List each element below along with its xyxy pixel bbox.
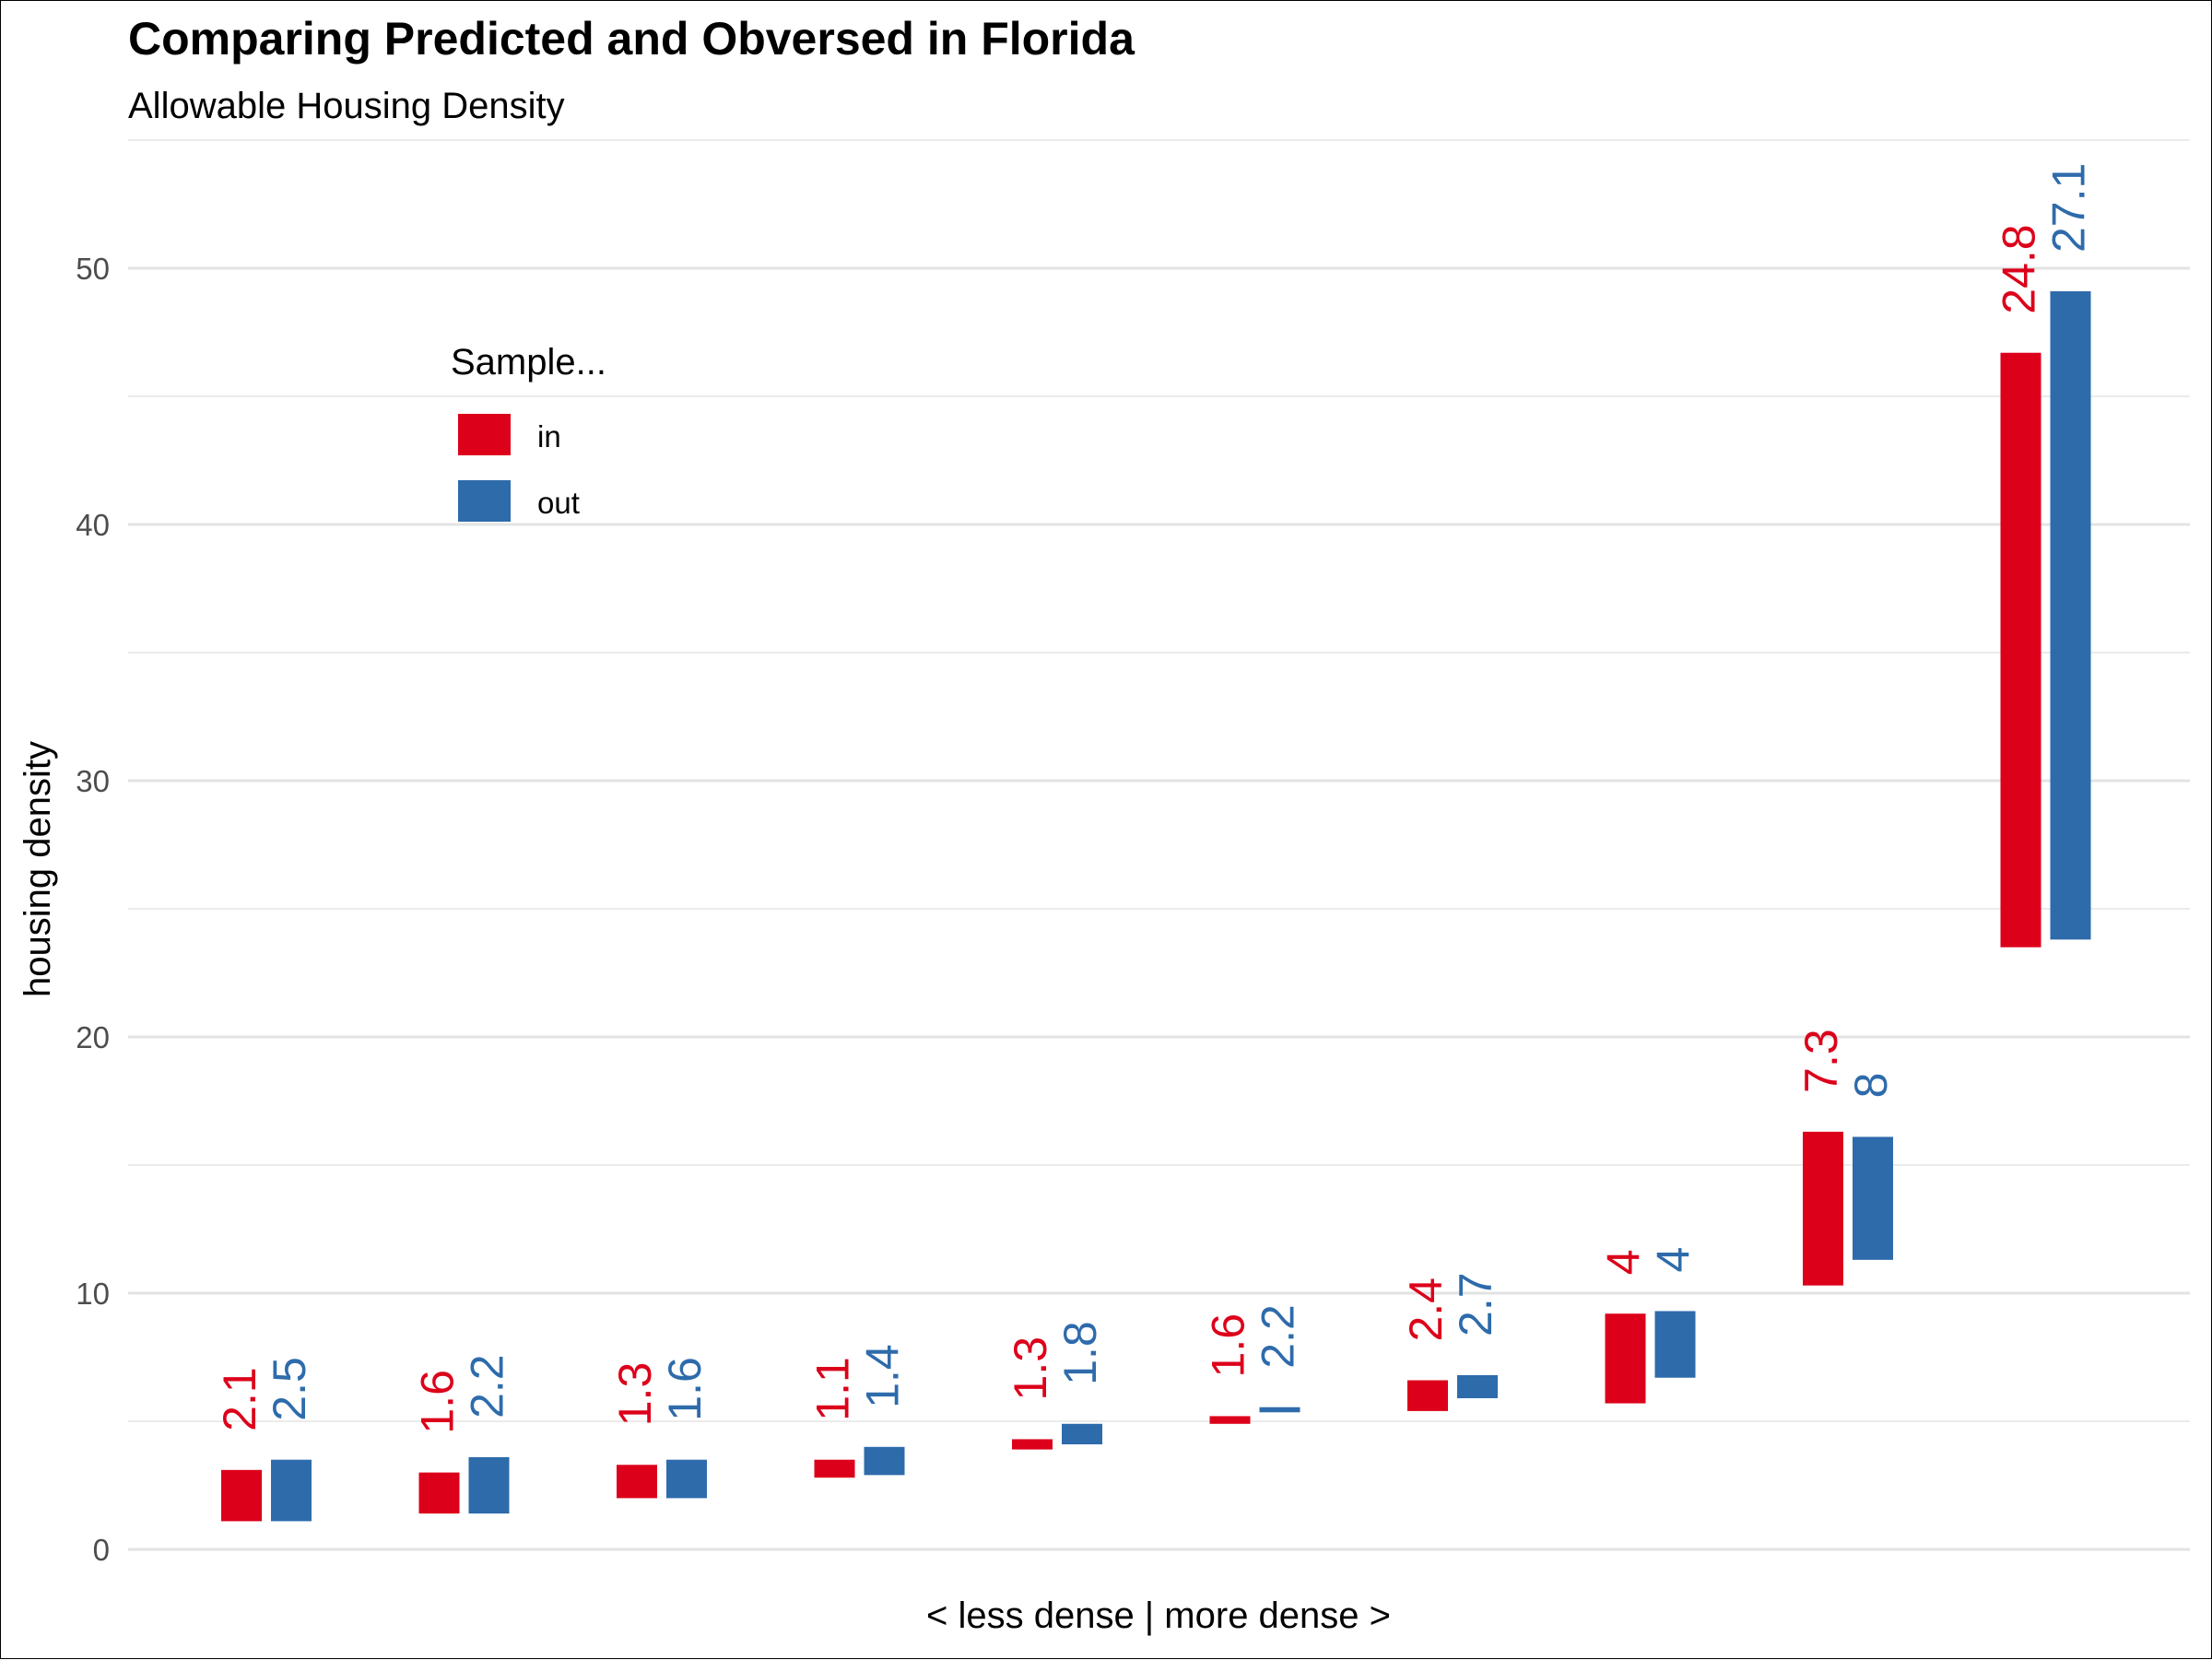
- data-label-in-9: 7.3: [1795, 1029, 1847, 1093]
- data-label-out-7: 2.7: [1450, 1272, 1501, 1336]
- bar-out-7: [1457, 1374, 1498, 1398]
- bar-out-10: [2050, 291, 2091, 940]
- y-tick-label: 0: [93, 1533, 110, 1567]
- bar-out-5: [1062, 1423, 1102, 1445]
- y-tick-label: 20: [76, 1020, 110, 1054]
- data-label-in-1: 2.1: [214, 1367, 265, 1431]
- bars: [221, 291, 2091, 1522]
- data-label-out-1: 2.5: [264, 1357, 315, 1421]
- data-label-out-3: 1.6: [659, 1357, 711, 1421]
- bar-out-9: [1853, 1136, 1893, 1260]
- bar-in-10: [2000, 352, 2041, 948]
- y-tick-label: 30: [76, 764, 110, 798]
- bar-out-4: [864, 1446, 905, 1476]
- data-label-in-10: 24.8: [1994, 224, 2045, 313]
- bar-out-6: [1259, 1407, 1300, 1413]
- y-tick-label: 50: [76, 252, 110, 286]
- data-label-out-6: 2.2: [1253, 1304, 1304, 1369]
- legend-swatch-in: [458, 414, 511, 455]
- bar-out-8: [1654, 1311, 1696, 1378]
- data-label-out-9: 8: [1845, 1073, 1897, 1099]
- bar-out-3: [666, 1459, 707, 1499]
- legend: Sample... in out: [451, 342, 606, 522]
- data-label-in-2: 1.6: [412, 1370, 464, 1434]
- y-tick-label: 40: [76, 508, 110, 542]
- data-label-out-10: 27.1: [2043, 163, 2095, 253]
- bar-out-2: [468, 1456, 510, 1514]
- bar-in-9: [1803, 1131, 1843, 1286]
- bar-in-2: [418, 1472, 460, 1514]
- bar-in-6: [1209, 1416, 1251, 1424]
- chart-title: Comparing Predicted and Obversed in Flor…: [128, 13, 1135, 65]
- bar-in-5: [1012, 1439, 1053, 1450]
- legend-label-out: out: [537, 486, 580, 520]
- bar-in-3: [617, 1465, 657, 1499]
- data-label-in-4: 1.1: [807, 1357, 859, 1421]
- data-label-in-8: 4: [1598, 1249, 1650, 1275]
- data-label-in-6: 1.6: [1203, 1313, 1254, 1378]
- legend-title: Sample...: [451, 342, 606, 383]
- legend-swatch-out: [458, 480, 511, 522]
- bar-in-1: [221, 1469, 262, 1522]
- bar-in-4: [814, 1459, 855, 1478]
- y-axis-label: housing density: [18, 741, 58, 997]
- y-axis-ticks: 0 10 20 30 40 50: [76, 252, 110, 1567]
- bar-out-1: [271, 1459, 312, 1522]
- gridlines: [128, 139, 2190, 1551]
- data-label-out-5: 1.8: [1054, 1321, 1106, 1385]
- chart-subtitle: Allowable Housing Density: [128, 86, 565, 126]
- data-label-in-3: 1.3: [609, 1362, 661, 1427]
- x-axis-label: < less dense | more dense >: [926, 1595, 1391, 1636]
- legend-label-in: in: [537, 419, 561, 453]
- bar-in-7: [1407, 1380, 1448, 1411]
- y-tick-label: 10: [76, 1277, 110, 1311]
- data-label-out-8: 4: [1648, 1247, 1700, 1273]
- data-label-in-7: 2.4: [1400, 1277, 1452, 1342]
- data-label-in-5: 1.3: [1005, 1336, 1056, 1401]
- data-label-out-2: 2.2: [462, 1354, 513, 1419]
- data-label-out-4: 1.4: [857, 1344, 909, 1408]
- bar-in-8: [1605, 1313, 1646, 1404]
- data-labels: 2.1 1.6 1.3 1.1 1.3 1.62.447.324.82.5 2.2 1.6 1.…: [214, 163, 2095, 1434]
